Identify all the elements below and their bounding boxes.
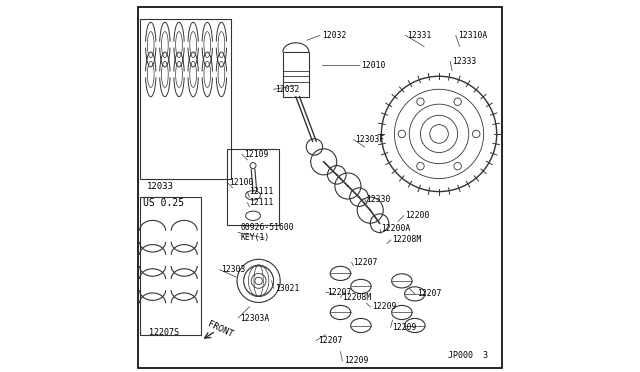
Text: 12331: 12331 bbox=[408, 31, 432, 40]
Text: 12208M: 12208M bbox=[392, 235, 422, 244]
Text: 12100: 12100 bbox=[229, 178, 253, 187]
Bar bbox=[227, 149, 279, 225]
Text: 12010: 12010 bbox=[361, 61, 385, 70]
Text: 12209: 12209 bbox=[372, 302, 396, 311]
Text: 12033: 12033 bbox=[147, 182, 173, 190]
Text: FRONT: FRONT bbox=[207, 320, 235, 339]
Text: 12032: 12032 bbox=[275, 85, 300, 94]
Text: 13021: 13021 bbox=[275, 284, 300, 293]
Text: 12207: 12207 bbox=[318, 336, 342, 345]
Text: 12310A: 12310A bbox=[458, 31, 487, 40]
Text: 12111: 12111 bbox=[250, 187, 274, 196]
Text: 12330: 12330 bbox=[367, 195, 391, 203]
Text: 12200A: 12200A bbox=[381, 224, 411, 233]
Text: 12209: 12209 bbox=[392, 323, 417, 332]
Text: 12209: 12209 bbox=[344, 356, 369, 365]
Text: 12207: 12207 bbox=[353, 258, 378, 267]
Bar bbox=[140, 197, 201, 335]
Text: US 0.25: US 0.25 bbox=[143, 198, 184, 208]
Text: 12208M: 12208M bbox=[342, 293, 372, 302]
Bar bbox=[140, 19, 231, 179]
Text: 12303: 12303 bbox=[221, 265, 246, 274]
Text: 12032: 12032 bbox=[322, 31, 346, 40]
Text: 12109: 12109 bbox=[244, 150, 268, 159]
Text: 12303A: 12303A bbox=[240, 314, 269, 323]
Text: 12207S: 12207S bbox=[149, 328, 179, 337]
Text: 12111: 12111 bbox=[250, 198, 274, 207]
Text: 12303F: 12303F bbox=[355, 135, 385, 144]
Text: 12207: 12207 bbox=[417, 289, 441, 298]
Text: 00926-51600
KEY(1): 00926-51600 KEY(1) bbox=[240, 223, 294, 242]
Bar bbox=[283, 52, 309, 97]
Text: 12200: 12200 bbox=[406, 211, 430, 220]
Text: 12207: 12207 bbox=[328, 288, 352, 296]
Text: JP000  3: JP000 3 bbox=[449, 351, 488, 360]
Text: 12333: 12333 bbox=[452, 57, 476, 66]
